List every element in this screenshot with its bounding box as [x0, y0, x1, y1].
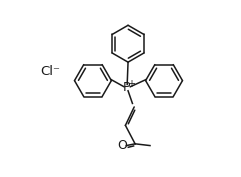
Text: O: O [117, 139, 127, 152]
Text: Cl⁻: Cl⁻ [40, 65, 60, 78]
Text: P: P [122, 81, 130, 94]
Text: +: + [127, 79, 135, 89]
